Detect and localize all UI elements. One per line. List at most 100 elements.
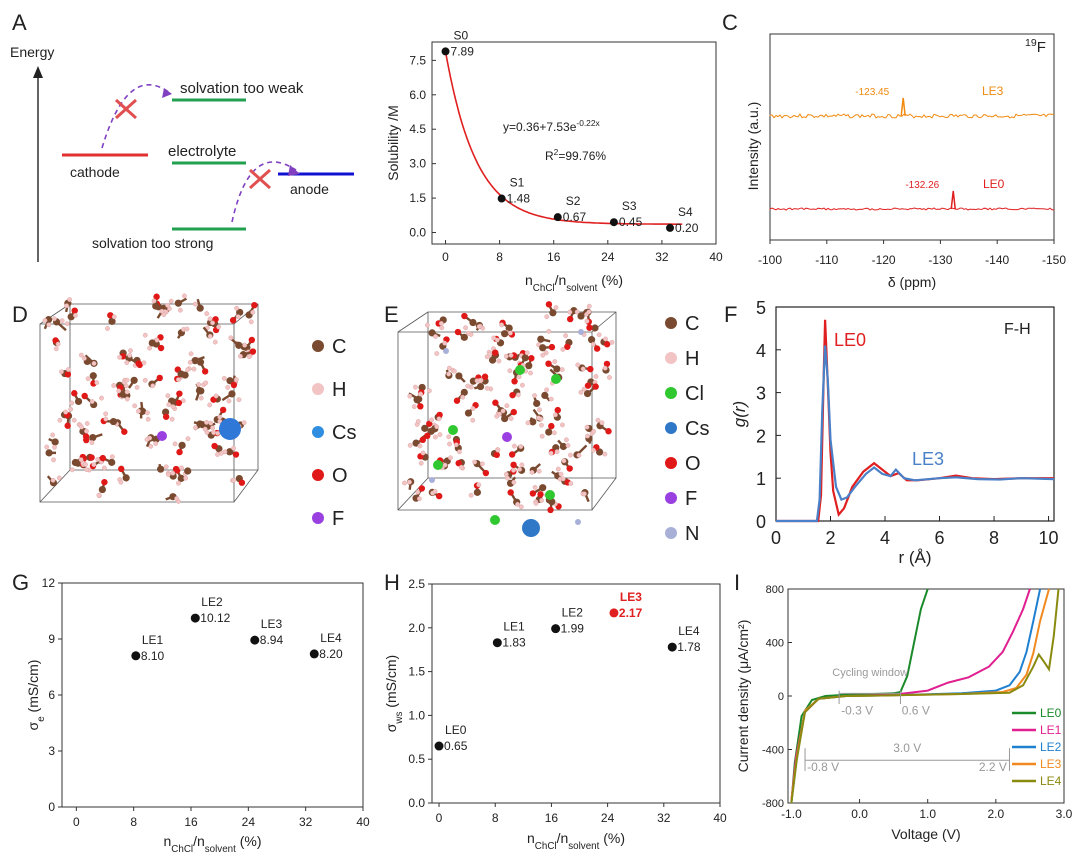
hydrogen-atom-d <box>176 480 181 486</box>
x-axis-label-b-part: n <box>525 272 533 288</box>
y-axis-label-g: σe (mS/cm) <box>25 660 47 731</box>
too-weak-label: solvation too weak <box>180 80 304 97</box>
x-tick-label-g: 40 <box>356 815 370 829</box>
panel-letter-I: I <box>734 570 740 595</box>
series-label-LE3: LE3 <box>982 84 1004 98</box>
cross-icon-upper <box>114 98 138 120</box>
carbon-atom-e <box>587 336 596 344</box>
oxygen-atom-e <box>507 489 514 496</box>
hydrogen-atom-d <box>165 472 171 477</box>
hydrogen-atom-d <box>117 354 123 360</box>
carbon-atom-d <box>119 390 127 398</box>
oxygen-atom-e <box>586 324 593 331</box>
hydrogen-atom-d <box>221 376 227 381</box>
x-tick-label-c: -120 <box>872 253 896 267</box>
point-value-label-h: 1.78 <box>677 640 701 654</box>
hydrogen-atom-d <box>141 360 147 366</box>
point-value-label-b: 0.20 <box>675 221 699 235</box>
oxygen-atom-e <box>455 459 462 467</box>
carbon-atom-e <box>473 488 481 496</box>
oxygen-atom-e <box>537 491 544 498</box>
hydrogen-atom-d <box>207 402 213 408</box>
point-name-label-h: LE4 <box>678 624 700 638</box>
hydrogen-atom-d <box>145 416 151 422</box>
hydrogen-atom-e <box>584 424 590 430</box>
hydrogen-atom-d <box>159 308 165 314</box>
x-tick-label-h: 0 <box>436 811 443 825</box>
x-tick-label-b: 40 <box>709 250 723 264</box>
hydrogen-atom-e <box>472 459 478 465</box>
hydrogen-atom-e <box>552 412 558 418</box>
oxygen-atom-e <box>426 420 433 427</box>
hydrogen-atom-d <box>78 352 84 358</box>
data-point-b <box>666 223 675 232</box>
hydrogen-atom-d <box>183 475 189 481</box>
hydrogen-atom-d <box>193 425 198 431</box>
hydrogen-atom-d <box>142 377 148 383</box>
hydrogen-atom-d <box>124 396 130 402</box>
special-atom-e <box>433 460 443 470</box>
hydrogen-atom-d <box>94 380 100 386</box>
hydrogen-atom-e <box>438 321 444 326</box>
x-axis-label-b-part: (%) <box>597 272 623 288</box>
legend-label-i-LE3: LE3 <box>1040 757 1062 771</box>
x-tick-label-h: 24 <box>601 811 615 825</box>
hydrogen-atom-e <box>465 383 471 389</box>
oxygen-atom-d <box>230 381 238 389</box>
legend-swatch-d-Cs <box>312 426 324 438</box>
x-axis-label-b-part: ChCl <box>533 283 555 294</box>
panel-letter-E: E <box>384 302 399 327</box>
hydrogen-atom-d <box>78 457 84 463</box>
x-tick-label-b: 0 <box>442 250 449 264</box>
hydrogen-atom-d <box>208 420 214 426</box>
hydrogen-atom-d <box>231 445 236 451</box>
hydrogen-atom-d <box>81 355 87 361</box>
hydrogen-atom-d <box>235 314 241 320</box>
oxygen-atom-d <box>99 454 107 462</box>
x-tick-label-h: 8 <box>492 811 499 825</box>
point-value-label-g: 8.94 <box>260 633 284 647</box>
hydrogen-atom-d <box>51 316 57 322</box>
hydrogen-atom-d <box>211 430 217 435</box>
y-tick-label-f: 1 <box>756 469 766 489</box>
hydrogen-atom-d <box>204 311 210 316</box>
cycling-window-label: Cycling window <box>832 667 908 679</box>
point-name-label-g: LE1 <box>142 633 164 647</box>
oxygen-atom-d <box>176 390 183 397</box>
hydrogen-atom-d <box>179 465 184 471</box>
energy-axis-arrowhead <box>33 66 43 78</box>
fit-r2-b: R2=99.76% <box>545 147 606 163</box>
carbon-atom-d <box>195 386 204 395</box>
hydrogen-atom-d <box>172 441 178 447</box>
hydrogen-atom-e <box>518 444 524 449</box>
legend-label-e-Cs: Cs <box>685 418 709 440</box>
oxygen-atom-e <box>548 343 556 351</box>
hydrogen-atom-e <box>532 393 537 399</box>
hydrogen-atom-e <box>524 350 530 356</box>
hydrogen-atom-d <box>176 377 181 383</box>
hydrogen-atom-e <box>586 303 592 309</box>
hydrogen-atom-d <box>207 333 213 339</box>
carbon-atom-d <box>74 397 83 406</box>
carbon-atom-e <box>539 344 547 352</box>
carbon-atom-d <box>196 420 204 428</box>
hydrogen-atom-e <box>508 352 514 358</box>
hydrogen-atom-d <box>165 302 170 308</box>
carbon-atom-d <box>226 448 234 456</box>
hydrogen-atom-e <box>491 335 497 341</box>
legend-label-d-H: H <box>332 379 346 401</box>
x-tick-label-h: 32 <box>657 811 671 825</box>
hydrogen-atom-d <box>250 309 256 315</box>
point-name-label-g: LE4 <box>320 631 342 645</box>
hydrogen-atom-e <box>528 370 533 376</box>
hydrogen-atom-d <box>144 437 150 443</box>
hydrogen-atom-d <box>73 312 78 318</box>
carbon-atom-d <box>89 372 97 380</box>
special-atom-e <box>443 348 449 354</box>
x-axis-label-b: nChCl/nsolvent (%) <box>525 272 623 294</box>
legend-label-e-N: N <box>685 523 699 545</box>
hydrogen-atom-e <box>407 393 413 399</box>
fit-r2-b-part: =99.76% <box>558 149 606 163</box>
carbon-atom-e <box>418 383 426 392</box>
x-tick-label-h: 40 <box>713 811 727 825</box>
